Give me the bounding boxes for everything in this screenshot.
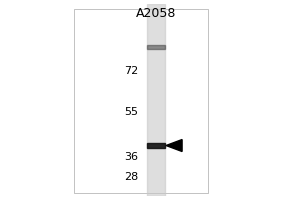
Polygon shape <box>166 140 182 152</box>
Bar <box>147 45 165 49</box>
Text: 36: 36 <box>124 152 138 162</box>
Text: 55: 55 <box>124 107 138 117</box>
Bar <box>147 4 165 196</box>
Text: 28: 28 <box>124 172 138 182</box>
Bar <box>74 9 208 193</box>
Bar <box>147 143 165 148</box>
Text: 72: 72 <box>124 66 138 76</box>
Text: A2058: A2058 <box>136 7 176 20</box>
